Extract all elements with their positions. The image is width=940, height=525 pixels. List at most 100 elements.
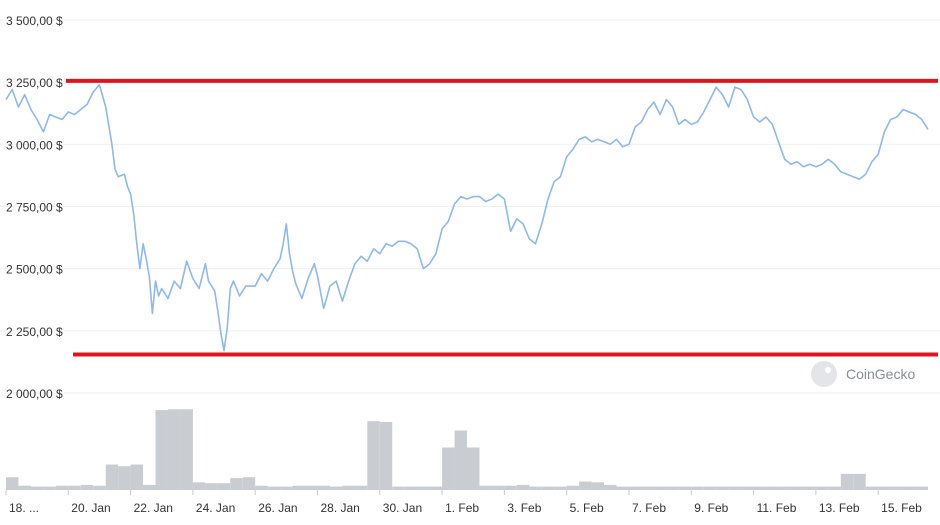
volume-bar [566,485,580,490]
volume-bar [579,481,592,490]
volume-bar [167,409,181,490]
volume-bar [516,484,530,490]
y-tick-label: 2 000,00 $ [6,387,63,401]
volume-bar [118,466,131,490]
volume-bar [828,486,841,490]
x-tick-label: 9. Feb [694,501,728,515]
volume-bar [766,486,779,490]
x-tick-label: 5. Feb [570,501,604,515]
volume-bar [180,409,193,490]
volume-bar [105,464,119,490]
x-tick-label: 20. Jan [71,501,110,515]
gecko-logo-icon [811,361,837,387]
volume-bar [678,486,692,490]
volume-bar [467,447,480,490]
volume-bar [491,485,505,490]
volume-bar [878,486,891,490]
volume-bar [217,483,231,490]
price-line-group [5,83,929,352]
x-tick-label: 15. Feb [881,501,922,515]
x-tick-label: 11. Feb [757,501,797,515]
y-tick-label: 3 500,00 $ [6,14,63,28]
x-tick-label: 26. Jan [258,501,297,515]
volume-bar [55,485,69,490]
x-tick-label: 3. Feb [507,501,541,515]
volume-bar [18,485,31,490]
volume-bars [6,409,928,490]
x-axis-ticks: 18. ... 20. Jan 22. Jan 24. Jan 26. Jan 28. J… [5,490,922,515]
volume-bar [155,410,168,490]
y-tick-label: 3 250,00 $ [6,76,63,90]
volume-bar [815,486,829,490]
x-tick-label: 1. Feb [445,501,479,515]
volume-bar [404,486,418,490]
volume-bar [93,485,106,490]
volume-bar [529,486,542,490]
volume-bar [354,485,368,490]
y-tick-label: 3 000,00 $ [6,138,63,152]
x-tick-label: 30. Jan [383,501,422,515]
volume-bar [429,486,443,490]
volume-bar [903,486,916,490]
volume-bar [728,486,742,490]
x-tick-label: 24. Jan [196,501,235,515]
coingecko-watermark: CoinGecko [811,361,915,387]
volume-bar [43,486,56,490]
volume-bar [329,486,343,490]
volume-bar [554,486,567,490]
volume-bar [205,483,218,490]
y-tick-label: 2 250,00 $ [6,325,63,339]
volume-bar [292,485,306,490]
volume-bar [230,478,243,490]
volume-bar [342,485,355,490]
volume-bar [628,486,642,490]
x-tick-label: 28. Jan [320,501,359,515]
x-tick-label: 7. Feb [632,501,666,515]
volume-bar [30,486,44,490]
volume-bar [853,473,866,490]
volume-bar [641,486,654,490]
volume-bar [741,486,754,490]
volume-bar [392,486,405,490]
volume-bar [367,421,380,490]
volume-bar [143,484,156,490]
y-tick-label: 2 750,00 $ [6,201,63,215]
y-axis-ticks: 3 500,00 $ 3 250,00 $ 3 000,00 $ 2 750,00 $… [6,14,63,401]
volume-bar [80,484,94,490]
volume-bar [753,486,767,490]
volume-bar [604,484,617,490]
x-tick-label: 22. Jan [134,501,173,515]
volume-bar [454,430,467,490]
volume-bar [865,486,879,490]
y-tick-label: 2 500,00 $ [6,263,63,277]
volume-bar [280,486,293,490]
volume-bar [379,422,393,490]
volume-bar [267,486,281,490]
volume-bar [803,486,816,490]
volume-bar [915,486,928,490]
volume-bar [317,485,330,490]
volume-bar [192,482,206,490]
volume-bar [504,485,517,490]
gecko-eye-icon [825,367,831,373]
volume-bar [68,485,81,490]
volume-bar [541,486,555,490]
volume-bar [716,486,729,490]
volume-bar [6,477,19,490]
volume-bar [616,486,629,490]
volume-bar [242,477,256,490]
volume-bar [417,486,430,490]
volume-bar [840,473,854,490]
x-tick-label: 18. ... [9,501,39,515]
support-resistance-lines [66,78,938,357]
volume-bar [703,486,717,490]
volume-bar [653,486,667,490]
gridlines [0,19,940,394]
watermark-label: CoinGecko [846,366,915,382]
x-tick-label: 13. Feb [819,501,860,515]
price-line [5,83,929,352]
volume-bar [130,464,144,490]
volume-bar [890,486,904,490]
